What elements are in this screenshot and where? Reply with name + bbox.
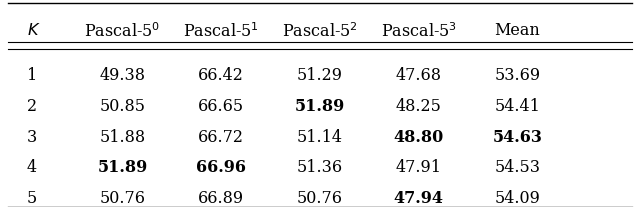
Text: $K$: $K$ — [27, 22, 40, 39]
Text: 51.36: 51.36 — [297, 159, 343, 176]
Text: 66.89: 66.89 — [198, 190, 244, 207]
Text: 51.14: 51.14 — [297, 129, 343, 146]
Text: Pascal-5$^1$: Pascal-5$^1$ — [183, 22, 259, 41]
Text: 66.72: 66.72 — [198, 129, 244, 146]
Text: 66.42: 66.42 — [198, 67, 244, 84]
Text: Pascal-5$^0$: Pascal-5$^0$ — [84, 22, 161, 41]
Text: 66.96: 66.96 — [196, 159, 246, 176]
Text: 5: 5 — [27, 190, 37, 207]
Text: 48.25: 48.25 — [396, 98, 442, 115]
Text: 51.29: 51.29 — [297, 67, 343, 84]
Text: 50.76: 50.76 — [297, 190, 343, 207]
Text: 48.80: 48.80 — [394, 129, 444, 146]
Text: 51.89: 51.89 — [295, 98, 345, 115]
Text: 54.53: 54.53 — [495, 159, 541, 176]
Text: 50.76: 50.76 — [99, 190, 145, 207]
Text: 50.85: 50.85 — [99, 98, 145, 115]
Text: 54.63: 54.63 — [493, 129, 543, 146]
Text: Mean: Mean — [495, 22, 540, 39]
Text: 4: 4 — [27, 159, 37, 176]
Text: Pascal-5$^3$: Pascal-5$^3$ — [381, 22, 457, 41]
Text: Pascal-5$^2$: Pascal-5$^2$ — [282, 22, 358, 41]
Text: 54.09: 54.09 — [495, 190, 540, 207]
Text: 47.68: 47.68 — [396, 67, 442, 84]
Text: 51.88: 51.88 — [99, 129, 145, 146]
Text: 54.41: 54.41 — [495, 98, 540, 115]
Text: 49.38: 49.38 — [99, 67, 145, 84]
Text: 66.65: 66.65 — [198, 98, 244, 115]
Text: 1: 1 — [27, 67, 37, 84]
Text: 53.69: 53.69 — [495, 67, 541, 84]
Text: 51.89: 51.89 — [97, 159, 148, 176]
Text: 47.94: 47.94 — [394, 190, 444, 207]
Text: 3: 3 — [27, 129, 37, 146]
Text: 2: 2 — [27, 98, 37, 115]
Text: 47.91: 47.91 — [396, 159, 442, 176]
